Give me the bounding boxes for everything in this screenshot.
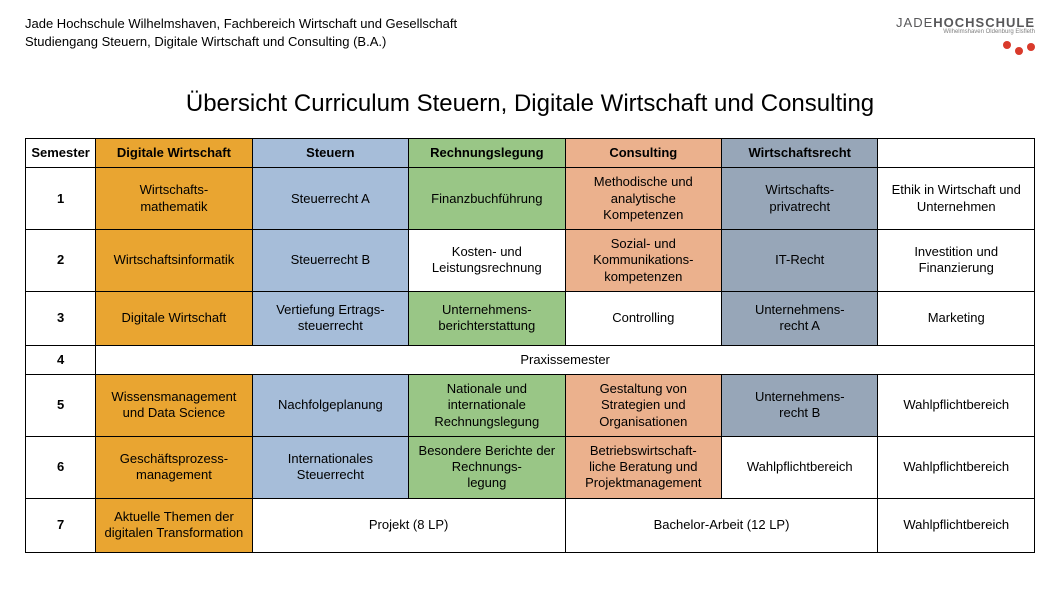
page-header: Jade Hochschule Wilhelmshaven, Fachberei… bbox=[25, 15, 1035, 55]
cell: Sozial- und Kommunikations-kompetenzen bbox=[565, 230, 721, 292]
cell: Wahlpflichtbereich bbox=[878, 375, 1035, 437]
logo-bold: HOCHSCHULE bbox=[933, 15, 1035, 30]
table-header-row: Semester Digitale Wirtschaft Steuern Rec… bbox=[26, 139, 1035, 168]
table-row: 6 Geschäftsprozess-management Internatio… bbox=[26, 436, 1035, 498]
cell: Nationale und internationale Rechnungsle… bbox=[409, 375, 565, 437]
semester-num: 6 bbox=[26, 436, 96, 498]
col-consulting: Consulting bbox=[565, 139, 721, 168]
cell: Wahlpflichtbereich bbox=[722, 436, 878, 498]
semester-num: 2 bbox=[26, 230, 96, 292]
curriculum-table: Semester Digitale Wirtschaft Steuern Rec… bbox=[25, 138, 1035, 553]
cell: Besondere Berichte der Rechnungs-legung bbox=[409, 436, 565, 498]
cell: Vertiefung Ertrags-steuerrecht bbox=[252, 291, 408, 345]
col-semester: Semester bbox=[26, 139, 96, 168]
cell: Aktuelle Themen der digitalen Transforma… bbox=[96, 498, 252, 552]
cell: Finanzbuchführung bbox=[409, 168, 565, 230]
cell: Kosten- und Leistungsrechnung bbox=[409, 230, 565, 292]
cell: Methodische und analytische Kompetenzen bbox=[565, 168, 721, 230]
cell: Steuerrecht B bbox=[252, 230, 408, 292]
cell: Digitale Wirtschaft bbox=[96, 291, 252, 345]
col-steuern: Steuern bbox=[252, 139, 408, 168]
cell-projekt: Projekt (8 LP) bbox=[252, 498, 565, 552]
table-row: 2 Wirtschaftsinformatik Steuerrecht B Ko… bbox=[26, 230, 1035, 292]
cell: Ethik in Wirtschaft und Unternehmen bbox=[878, 168, 1035, 230]
cell: Unternehmens-recht B bbox=[722, 375, 878, 437]
cell: Internationales Steuerrecht bbox=[252, 436, 408, 498]
institution-line1: Jade Hochschule Wilhelmshaven, Fachberei… bbox=[25, 15, 457, 33]
table-row: 4 Praxissemester bbox=[26, 345, 1035, 374]
col-rechnungslegung: Rechnungslegung bbox=[409, 139, 565, 168]
cell: Nachfolgeplanung bbox=[252, 375, 408, 437]
cell: Controlling bbox=[565, 291, 721, 345]
cell: Wirtschaftsinformatik bbox=[96, 230, 252, 292]
logo-text: JADEHOCHSCHULE bbox=[896, 15, 1035, 30]
logo-plain: JADE bbox=[896, 15, 933, 30]
cell: Wirtschafts-mathematik bbox=[96, 168, 252, 230]
cell: Betriebswirtschaft-liche Beratung und Pr… bbox=[565, 436, 721, 498]
cell: Marketing bbox=[878, 291, 1035, 345]
logo-dots-icon bbox=[896, 41, 1035, 55]
cell: Geschäftsprozess-management bbox=[96, 436, 252, 498]
table-row: 1 Wirtschafts-mathematik Steuerrecht A F… bbox=[26, 168, 1035, 230]
cell: Wirtschafts-privatrecht bbox=[722, 168, 878, 230]
cell-bachelor-arbeit: Bachelor-Arbeit (12 LP) bbox=[565, 498, 878, 552]
col-extra bbox=[878, 139, 1035, 168]
institution-line2: Studiengang Steuern, Digitale Wirtschaft… bbox=[25, 33, 457, 51]
cell: IT-Recht bbox=[722, 230, 878, 292]
table-row: 7 Aktuelle Themen der digitalen Transfor… bbox=[26, 498, 1035, 552]
cell: Wahlpflichtbereich bbox=[878, 498, 1035, 552]
page-title: Übersicht Curriculum Steuern, Digitale W… bbox=[25, 90, 1035, 118]
cell: Wahlpflichtbereich bbox=[878, 436, 1035, 498]
table-row: 5 Wissensmanagement und Data Science Nac… bbox=[26, 375, 1035, 437]
cell: Gestaltung von Strategien und Organisati… bbox=[565, 375, 721, 437]
cell: Unternehmens-recht A bbox=[722, 291, 878, 345]
cell: Steuerrecht A bbox=[252, 168, 408, 230]
semester-num: 7 bbox=[26, 498, 96, 552]
cell: Investition und Finanzierung bbox=[878, 230, 1035, 292]
logo: JADEHOCHSCHULE Wilhelmshaven Oldenburg E… bbox=[896, 15, 1035, 55]
semester-num: 4 bbox=[26, 345, 96, 374]
institution-info: Jade Hochschule Wilhelmshaven, Fachberei… bbox=[25, 15, 457, 51]
table-row: 3 Digitale Wirtschaft Vertiefung Ertrags… bbox=[26, 291, 1035, 345]
col-wirtschaftsrecht: Wirtschaftsrecht bbox=[722, 139, 878, 168]
semester-num: 3 bbox=[26, 291, 96, 345]
col-digitale-wirtschaft: Digitale Wirtschaft bbox=[96, 139, 252, 168]
cell-praxissemester: Praxissemester bbox=[96, 345, 1035, 374]
semester-num: 5 bbox=[26, 375, 96, 437]
cell: Unternehmens-berichterstattung bbox=[409, 291, 565, 345]
cell: Wissensmanagement und Data Science bbox=[96, 375, 252, 437]
semester-num: 1 bbox=[26, 168, 96, 230]
